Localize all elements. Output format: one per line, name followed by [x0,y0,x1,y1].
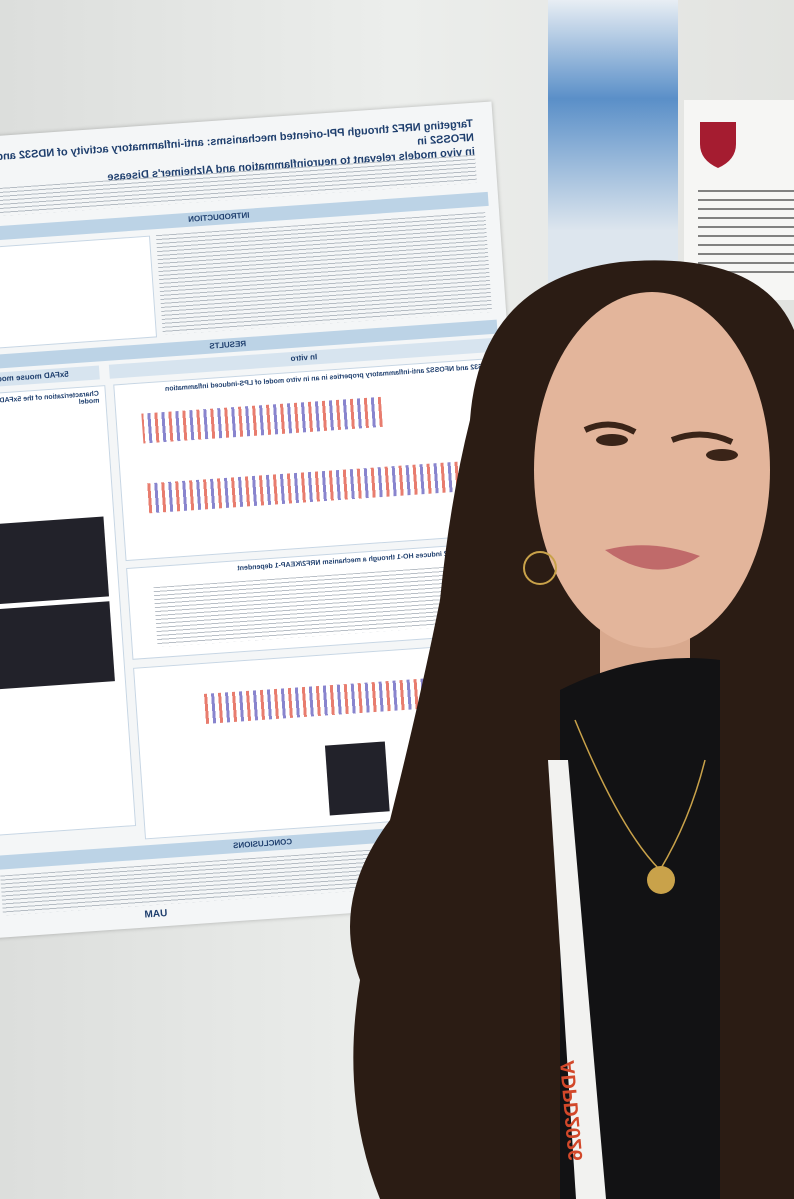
eye [706,449,738,461]
lanyard [548,760,606,1199]
earring [523,551,557,585]
eyebrows [583,421,734,445]
pendant [647,866,675,894]
sweater [560,658,720,1199]
lips [605,545,700,570]
text-block [698,190,794,280]
face [534,292,770,648]
poster-graphics [698,122,794,280]
eye [596,434,628,446]
crest [700,122,736,168]
harvard-poster [684,100,794,300]
